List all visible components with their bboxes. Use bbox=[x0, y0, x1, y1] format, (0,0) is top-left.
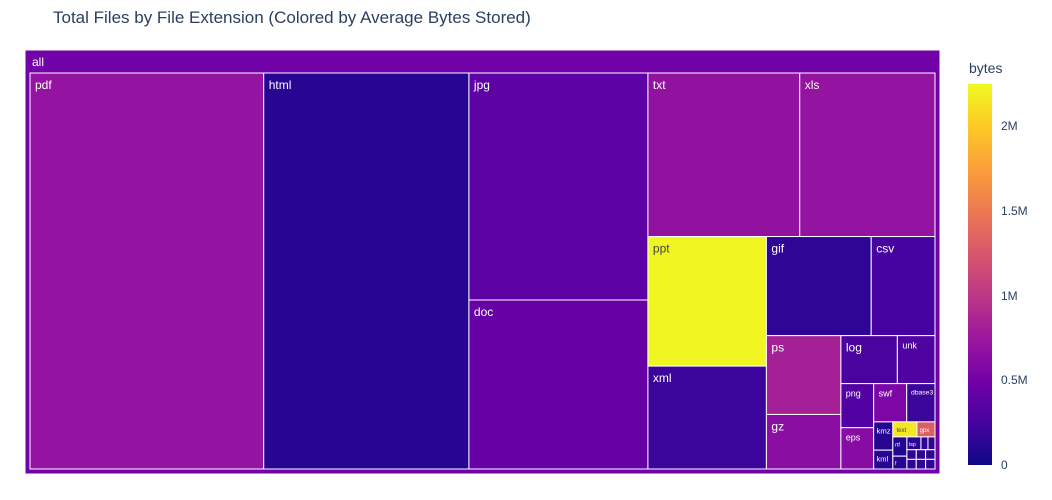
treemap-tile-rect[interactable] bbox=[906, 449, 917, 460]
colorbar-tick-label: 2M bbox=[1001, 119, 1018, 134]
treemap-tile-rect[interactable] bbox=[263, 72, 470, 470]
treemap-tile-pdf[interactable]: pdf bbox=[29, 72, 265, 470]
treemap-tile-xls[interactable]: xls bbox=[799, 72, 936, 238]
treemap-tile-png[interactable]: png bbox=[840, 383, 875, 429]
treemap-tile-kmz[interactable]: kmz bbox=[873, 421, 894, 451]
treemap-tile-label: log bbox=[846, 341, 862, 355]
treemap-tile-label: gz bbox=[771, 419, 784, 433]
treemap-tile-label: swf bbox=[879, 389, 893, 399]
chart-title: Total Files by File Extension (Colored b… bbox=[53, 8, 531, 27]
treemap-tile-label: jpg bbox=[473, 78, 490, 92]
treemap-tile-rect[interactable] bbox=[468, 72, 649, 301]
treemap-tile-rect[interactable] bbox=[920, 436, 929, 451]
treemap-tile-kml[interactable]: kml bbox=[873, 449, 894, 470]
treemap-tile-f[interactable]: f bbox=[892, 455, 908, 470]
treemap-tile-rect[interactable] bbox=[647, 365, 767, 470]
treemap-tile-label: f bbox=[895, 461, 897, 467]
treemap-tile-jpg[interactable]: jpg bbox=[468, 72, 649, 301]
treemap-tile-unk[interactable]: unk bbox=[896, 335, 936, 385]
treemap-tile-rect[interactable] bbox=[765, 335, 842, 415]
treemap-tile-ppt[interactable]: ppt bbox=[647, 236, 767, 367]
treemap-tile-label: kml bbox=[877, 455, 889, 464]
treemap-tile-label: pdf bbox=[35, 78, 52, 92]
treemap-tile-label: kmz bbox=[877, 427, 891, 436]
treemap-tile-rect[interactable] bbox=[925, 458, 936, 470]
treemap-tile-text[interactable]: text bbox=[892, 421, 918, 438]
treemap-tile-rect[interactable] bbox=[840, 383, 875, 429]
treemap-root-label: all bbox=[32, 55, 44, 69]
treemap-tile-log[interactable]: log bbox=[840, 335, 898, 385]
treemap-tile-rect[interactable] bbox=[896, 335, 936, 385]
treemap-tile-tsp[interactable]: tsp bbox=[906, 436, 922, 451]
treemap-tile-label: txt bbox=[653, 78, 666, 92]
treemap-tile-label: ppt bbox=[653, 242, 670, 256]
treemap-tile-label: xls bbox=[805, 78, 820, 92]
treemap-tile[interactable] bbox=[925, 458, 936, 470]
treemap-tile-rect[interactable] bbox=[915, 449, 927, 460]
treemap-tile-label: xml bbox=[653, 371, 672, 385]
colorbar-tick-label: 0.5M bbox=[1001, 373, 1028, 388]
treemap-tile-rect[interactable] bbox=[840, 427, 875, 470]
treemap-tile[interactable] bbox=[915, 458, 927, 470]
treemap-tile-label: tsp bbox=[909, 442, 916, 448]
colorbar-tick-label: 1M bbox=[1001, 288, 1018, 303]
treemap-tile-rect[interactable] bbox=[906, 458, 917, 470]
treemap-tile-label: html bbox=[269, 78, 292, 92]
colorbar bbox=[968, 84, 992, 465]
treemap-tile-txt[interactable]: txt bbox=[647, 72, 801, 238]
treemap-tile-label: dbase3 bbox=[911, 389, 934, 396]
treemap-tile[interactable] bbox=[906, 449, 917, 460]
treemap-tile-rect[interactable] bbox=[647, 236, 767, 367]
treemap-tile-html[interactable]: html bbox=[263, 72, 470, 470]
treemap-tile-rect[interactable] bbox=[647, 72, 801, 238]
treemap-tile[interactable] bbox=[906, 458, 917, 470]
colorbar-title: bytes bbox=[969, 60, 1003, 76]
treemap-tile[interactable] bbox=[915, 449, 927, 460]
treemap-tile-ps[interactable]: ps bbox=[765, 335, 842, 415]
colorbar-tick-label: 0 bbox=[1001, 458, 1008, 472]
treemap-tile-rtf[interactable]: rtf bbox=[892, 436, 908, 457]
treemap-tile[interactable] bbox=[927, 436, 936, 451]
treemap-tile-swf[interactable]: swf bbox=[873, 383, 908, 423]
treemap-tile-rect[interactable] bbox=[468, 299, 649, 470]
treemap-tile-label: eps bbox=[846, 433, 861, 443]
treemap-tile-label: text bbox=[896, 428, 906, 434]
treemap-tile-rect[interactable] bbox=[799, 72, 936, 238]
treemap-tile-gif[interactable]: gif bbox=[765, 236, 872, 337]
treemap-tile-xml[interactable]: xml bbox=[647, 365, 767, 470]
treemap-tile-rect[interactable] bbox=[870, 236, 936, 337]
treemap-tile-rect[interactable] bbox=[927, 436, 936, 451]
treemap-tile[interactable] bbox=[920, 436, 929, 451]
treemap-tile-rect[interactable] bbox=[873, 383, 908, 423]
treemap-tile-label: rtf bbox=[895, 442, 900, 448]
treemap-tile-rect[interactable] bbox=[765, 413, 842, 470]
treemap-tile-eps[interactable]: eps bbox=[840, 427, 875, 470]
treemap-tile-dbase3[interactable]: dbase3 bbox=[906, 383, 936, 423]
treemap-tile-label: doc bbox=[474, 305, 493, 319]
treemap-tile-doc[interactable]: doc bbox=[468, 299, 649, 470]
treemap-tile-label: gpx bbox=[920, 428, 930, 434]
treemap-tile-label: gif bbox=[771, 242, 784, 256]
treemap-tile-label: csv bbox=[876, 242, 894, 256]
treemap-tile-gz[interactable]: gz bbox=[765, 413, 842, 470]
treemap-tile-label: unk bbox=[902, 341, 917, 351]
treemap-tile-rect[interactable] bbox=[840, 335, 898, 385]
treemap-tile-rect[interactable] bbox=[925, 449, 936, 460]
colorbar-tick-label: 1.5M bbox=[1001, 204, 1028, 218]
treemap-tile-csv[interactable]: csv bbox=[870, 236, 936, 337]
treemap-tile-gpx[interactable]: gpx bbox=[916, 421, 936, 438]
treemap-tile-rect[interactable] bbox=[29, 72, 265, 470]
treemap-tile-rect[interactable] bbox=[915, 458, 927, 470]
treemap-tile-label: png bbox=[846, 389, 861, 399]
treemap-tile[interactable] bbox=[925, 449, 936, 460]
treemap-tile-label: ps bbox=[771, 341, 784, 355]
